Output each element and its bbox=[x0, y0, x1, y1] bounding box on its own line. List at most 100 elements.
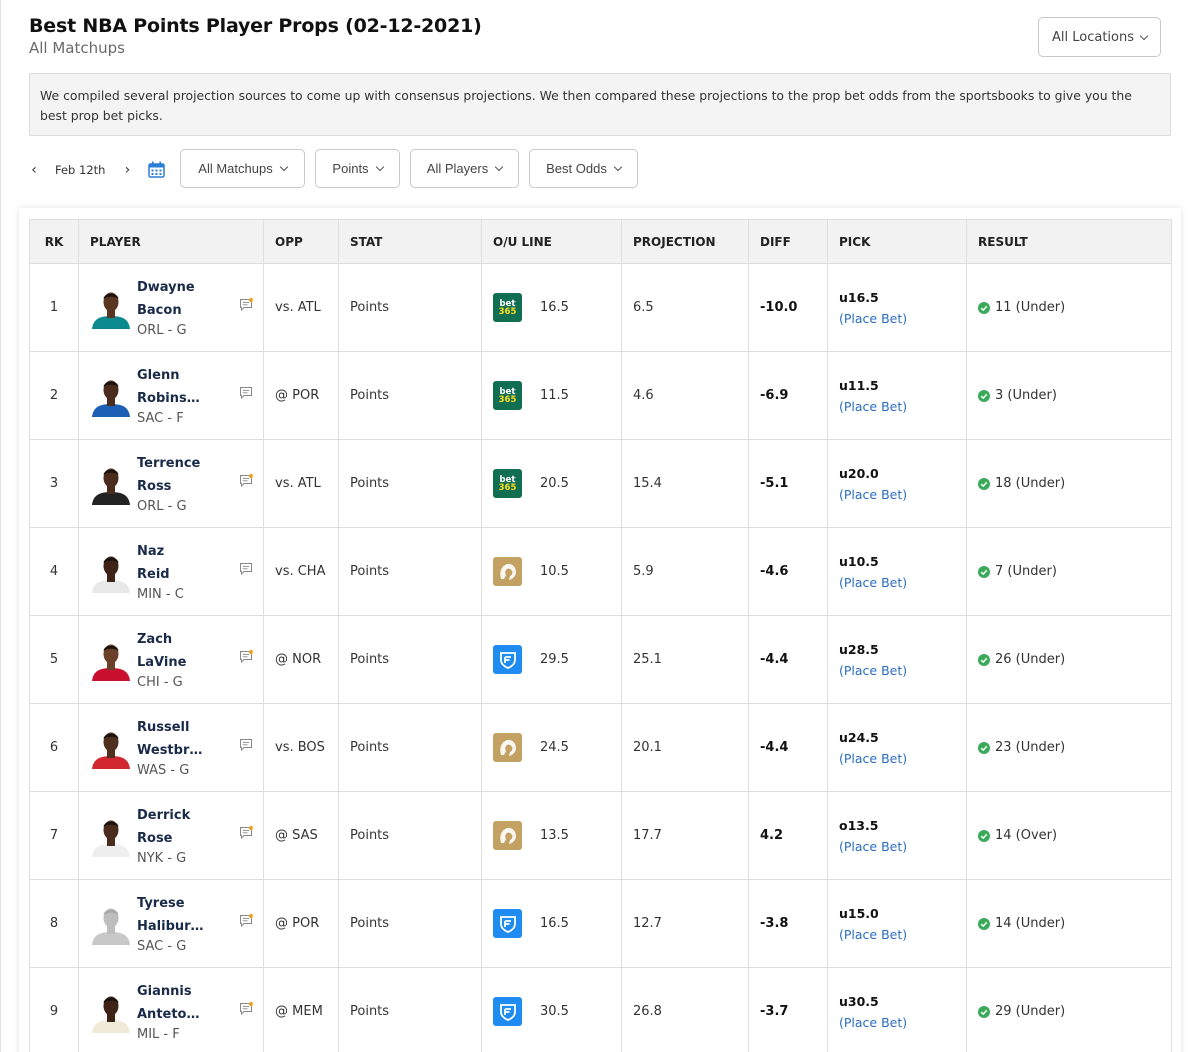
player-cell: Russell Westbr… WAS - G bbox=[78, 703, 264, 792]
diff-cell: -10.0 bbox=[748, 263, 828, 352]
player-note-icon[interactable] bbox=[239, 474, 253, 488]
filter-bar: All Matchups Points All Players Best Odd… bbox=[180, 149, 638, 188]
players-dropdown[interactable]: All Players bbox=[410, 149, 519, 188]
odds-dropdown[interactable]: Best Odds bbox=[529, 149, 638, 188]
opponent-cell: @ MEM bbox=[263, 967, 339, 1052]
chevron-down-icon bbox=[375, 162, 384, 172]
player-last-name[interactable]: Reid bbox=[137, 566, 170, 582]
player-first-name[interactable]: Dwayne bbox=[137, 279, 195, 295]
place-bet-link[interactable]: (Place Bet) bbox=[839, 486, 908, 502]
col-header-diff[interactable]: DIFF bbox=[748, 219, 828, 264]
player-last-name[interactable]: Bacon bbox=[137, 302, 182, 318]
col-header-stat[interactable]: STAT bbox=[338, 219, 482, 264]
page-title: Best NBA Points Player Props (02-12-2021… bbox=[29, 15, 482, 37]
bet365-icon[interactable]: bet 365 bbox=[493, 469, 522, 498]
betmgm-lion-icon[interactable] bbox=[493, 733, 522, 762]
place-bet-link[interactable]: (Place Bet) bbox=[839, 838, 908, 854]
next-date-button[interactable]: › bbox=[124, 162, 131, 178]
player-first-name[interactable]: Derrick bbox=[137, 807, 191, 823]
matchups-dropdown[interactable]: All Matchups bbox=[180, 149, 305, 188]
bet365-icon[interactable]: bet 365 bbox=[493, 293, 522, 322]
stat-dropdown[interactable]: Points bbox=[315, 149, 400, 188]
ou-line-cell: 16.5 bbox=[481, 879, 622, 968]
result-value: 18 (Under) bbox=[995, 476, 1066, 491]
ou-line-cell: bet 365 11.5 bbox=[481, 351, 622, 440]
player-headshot bbox=[92, 644, 130, 681]
player-last-name[interactable]: Anteto… bbox=[137, 1006, 200, 1022]
check-circle-icon bbox=[978, 389, 990, 402]
opponent-cell: vs. BOS bbox=[263, 703, 339, 792]
betmgm-lion-icon[interactable] bbox=[493, 557, 522, 586]
projection-cell: 20.1 bbox=[621, 703, 749, 792]
player-first-name[interactable]: Terrence bbox=[137, 455, 201, 471]
diff-cell: -6.9 bbox=[748, 351, 828, 440]
player-last-name[interactable]: Halibur… bbox=[137, 918, 204, 934]
player-first-name[interactable]: Naz bbox=[137, 543, 165, 559]
fanduel-shield-icon[interactable] bbox=[493, 645, 522, 674]
player-first-name[interactable]: Tyrese bbox=[137, 895, 185, 911]
pick-cell: u28.5 (Place Bet) bbox=[827, 615, 967, 704]
place-bet-link[interactable]: (Place Bet) bbox=[839, 750, 908, 766]
col-header-pick[interactable]: PICK bbox=[827, 219, 967, 264]
col-header-rk[interactable]: RK bbox=[29, 219, 79, 264]
calendar-icon[interactable] bbox=[148, 161, 165, 178]
opponent-cell: vs. ATL bbox=[263, 439, 339, 528]
check-circle-icon bbox=[978, 917, 990, 930]
table-row: 1 Dwayne Bacon ORL - G bbox=[29, 263, 1172, 352]
player-note-icon[interactable] bbox=[239, 650, 253, 664]
player-team-position: CHI - G bbox=[137, 674, 183, 690]
diff-cell: -3.7 bbox=[748, 967, 828, 1052]
table-row: 7 Derrick Rose NYK - G bbox=[29, 791, 1172, 880]
player-first-name[interactable]: Glenn bbox=[137, 367, 180, 383]
bet365-icon[interactable]: bet 365 bbox=[493, 381, 522, 410]
col-header-player[interactable]: PLAYER bbox=[78, 219, 264, 264]
pick-cell: u24.5 (Place Bet) bbox=[827, 703, 967, 792]
stat-cell: Points bbox=[338, 879, 482, 968]
player-note-icon[interactable] bbox=[239, 826, 253, 840]
pick-cell: u10.5 (Place Bet) bbox=[827, 527, 967, 616]
place-bet-link[interactable]: (Place Bet) bbox=[839, 662, 908, 678]
player-last-name[interactable]: LaVine bbox=[137, 654, 187, 670]
col-header-opp[interactable]: OPP bbox=[263, 219, 339, 264]
locations-label: All Locations bbox=[1051, 29, 1134, 45]
player-note-icon[interactable] bbox=[239, 298, 253, 312]
result-cell: 14 (Under) bbox=[966, 879, 1172, 968]
pick-cell: u11.5 (Place Bet) bbox=[827, 351, 967, 440]
result-value: 29 (Under) bbox=[995, 1004, 1066, 1019]
place-bet-link[interactable]: (Place Bet) bbox=[839, 926, 908, 942]
col-header-result[interactable]: RESULT bbox=[966, 219, 1172, 264]
player-first-name[interactable]: Zach bbox=[137, 631, 173, 647]
place-bet-link[interactable]: (Place Bet) bbox=[839, 1014, 908, 1030]
ou-line-cell: 10.5 bbox=[481, 527, 622, 616]
player-last-name[interactable]: Robins… bbox=[137, 390, 200, 406]
ou-line-value: 20.5 bbox=[540, 476, 569, 491]
player-last-name[interactable]: Ross bbox=[137, 478, 172, 494]
betmgm-lion-icon[interactable] bbox=[493, 821, 522, 850]
locations-dropdown[interactable]: All Locations bbox=[1038, 17, 1161, 57]
place-bet-link[interactable]: (Place Bet) bbox=[839, 398, 908, 414]
prev-date-button[interactable]: ‹ bbox=[31, 162, 37, 178]
shield-icon bbox=[499, 651, 516, 669]
player-first-name[interactable]: Giannis bbox=[137, 983, 192, 999]
player-headshot bbox=[92, 996, 130, 1033]
player-note-icon[interactable] bbox=[239, 1002, 253, 1016]
fanduel-shield-icon[interactable] bbox=[493, 909, 522, 938]
chevron-down-icon bbox=[613, 162, 623, 172]
place-bet-link[interactable]: (Place Bet) bbox=[839, 574, 908, 590]
player-note-icon[interactable] bbox=[239, 914, 253, 928]
player-last-name[interactable]: Westbr… bbox=[137, 742, 203, 758]
player-last-name[interactable]: Rose bbox=[137, 830, 173, 846]
fanduel-shield-icon[interactable] bbox=[493, 997, 522, 1026]
col-header-projection[interactable]: PROJECTION bbox=[621, 219, 749, 264]
player-note-icon[interactable] bbox=[239, 386, 253, 400]
result-value: 14 (Under) bbox=[995, 916, 1066, 931]
pick-value: o13.5 bbox=[839, 817, 879, 833]
stat-cell: Points bbox=[338, 527, 482, 616]
player-first-name[interactable]: Russell bbox=[137, 719, 190, 735]
stat-cell: Points bbox=[338, 439, 482, 528]
col-header-ou-line[interactable]: O/U LINE bbox=[481, 219, 622, 264]
player-note-icon[interactable] bbox=[239, 562, 253, 576]
place-bet-link[interactable]: (Place Bet) bbox=[839, 310, 908, 326]
ou-line-value: 16.5 bbox=[540, 916, 569, 931]
player-note-icon[interactable] bbox=[239, 738, 253, 752]
